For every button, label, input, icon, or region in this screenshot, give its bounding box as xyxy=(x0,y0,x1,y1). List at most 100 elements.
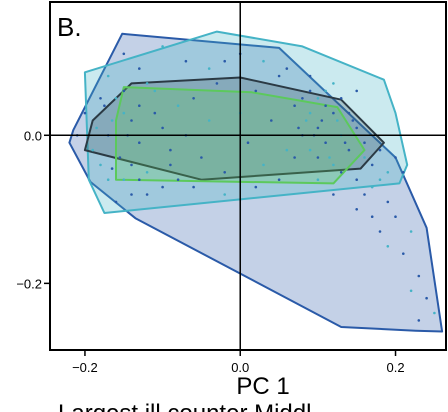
hull-layer xyxy=(68,30,444,333)
data-point xyxy=(425,296,428,300)
data-point xyxy=(363,193,366,196)
data-point xyxy=(417,319,421,322)
cropped-subtitle: Largest ill counter Middl xyxy=(58,400,311,412)
data-point xyxy=(386,245,390,248)
data-point xyxy=(169,163,172,167)
data-point xyxy=(301,97,304,100)
data-point xyxy=(386,200,390,204)
data-point xyxy=(200,156,203,159)
data-point xyxy=(130,119,133,122)
data-point xyxy=(347,148,351,152)
data-point xyxy=(161,45,164,48)
data-point xyxy=(378,148,382,152)
data-point xyxy=(351,119,355,122)
data-point xyxy=(402,171,405,174)
data-point xyxy=(433,311,436,315)
data-point xyxy=(99,163,102,167)
data-point xyxy=(316,97,320,100)
data-point xyxy=(138,141,141,144)
data-point xyxy=(145,82,149,85)
data-point xyxy=(161,126,164,130)
zero-lines xyxy=(50,2,446,350)
data-point xyxy=(95,126,98,130)
data-point xyxy=(355,208,359,211)
data-point xyxy=(106,74,110,78)
data-point xyxy=(176,178,180,181)
data-point xyxy=(324,89,327,93)
data-point xyxy=(328,156,331,159)
data-point xyxy=(130,193,133,196)
x-tick-label: 0.2 xyxy=(386,360,404,375)
data-point xyxy=(332,111,335,115)
data-point xyxy=(394,156,397,159)
data-point xyxy=(192,97,195,100)
data-point xyxy=(293,156,296,159)
data-point xyxy=(184,59,188,63)
data-point xyxy=(118,156,122,159)
data-point xyxy=(254,89,258,93)
data-point xyxy=(83,111,87,115)
data-point xyxy=(363,141,366,144)
data-point xyxy=(324,104,327,107)
panel-label: B. xyxy=(57,12,82,42)
data-point xyxy=(285,148,289,152)
data-point xyxy=(332,82,335,85)
data-point xyxy=(110,167,114,170)
data-point xyxy=(145,193,149,196)
data-point xyxy=(277,178,281,181)
data-point xyxy=(223,193,226,196)
data-point xyxy=(339,97,343,100)
data-point xyxy=(138,178,141,181)
data-point xyxy=(161,185,164,189)
tick-layer: −0.2 0.0 0.2 0.0 −0.2 xyxy=(16,128,404,375)
data-point xyxy=(130,163,133,167)
data-point xyxy=(332,163,335,167)
data-point xyxy=(343,141,347,144)
hull-2 xyxy=(83,30,409,214)
data-point xyxy=(320,119,324,122)
data-point xyxy=(363,156,366,159)
data-point xyxy=(355,178,359,181)
data-point xyxy=(254,185,258,189)
data-point xyxy=(262,59,265,63)
x-axis-title: PC 1 xyxy=(236,373,289,400)
data-point xyxy=(308,111,312,115)
data-point xyxy=(355,126,359,130)
data-point xyxy=(207,67,211,70)
data-point xyxy=(122,178,126,181)
data-point xyxy=(99,97,102,100)
data-point xyxy=(409,230,413,233)
data-point xyxy=(304,119,308,122)
data-point xyxy=(355,89,359,93)
data-point xyxy=(246,141,250,144)
data-point xyxy=(417,274,421,278)
data-point xyxy=(277,74,281,78)
data-point xyxy=(402,252,405,255)
data-point xyxy=(153,89,157,93)
data-point xyxy=(114,97,118,100)
y-tick-label: −0.2 xyxy=(16,276,42,291)
data-point xyxy=(192,185,195,189)
data-point xyxy=(336,119,339,122)
data-point xyxy=(106,178,110,181)
data-point xyxy=(370,185,374,189)
data-point xyxy=(332,193,335,196)
data-point xyxy=(122,111,126,115)
data-point xyxy=(122,52,126,56)
data-point xyxy=(297,126,300,130)
data-point xyxy=(176,104,180,107)
data-point xyxy=(145,171,149,174)
data-point xyxy=(138,104,141,107)
data-point xyxy=(138,67,141,70)
data-point xyxy=(122,89,126,93)
data-point xyxy=(308,148,312,152)
data-point xyxy=(262,163,265,167)
data-point xyxy=(316,126,320,130)
data-point xyxy=(316,156,320,159)
data-point xyxy=(207,119,211,122)
data-point xyxy=(378,230,382,233)
data-point xyxy=(270,119,273,122)
data-point xyxy=(339,171,343,174)
data-point xyxy=(103,104,106,107)
